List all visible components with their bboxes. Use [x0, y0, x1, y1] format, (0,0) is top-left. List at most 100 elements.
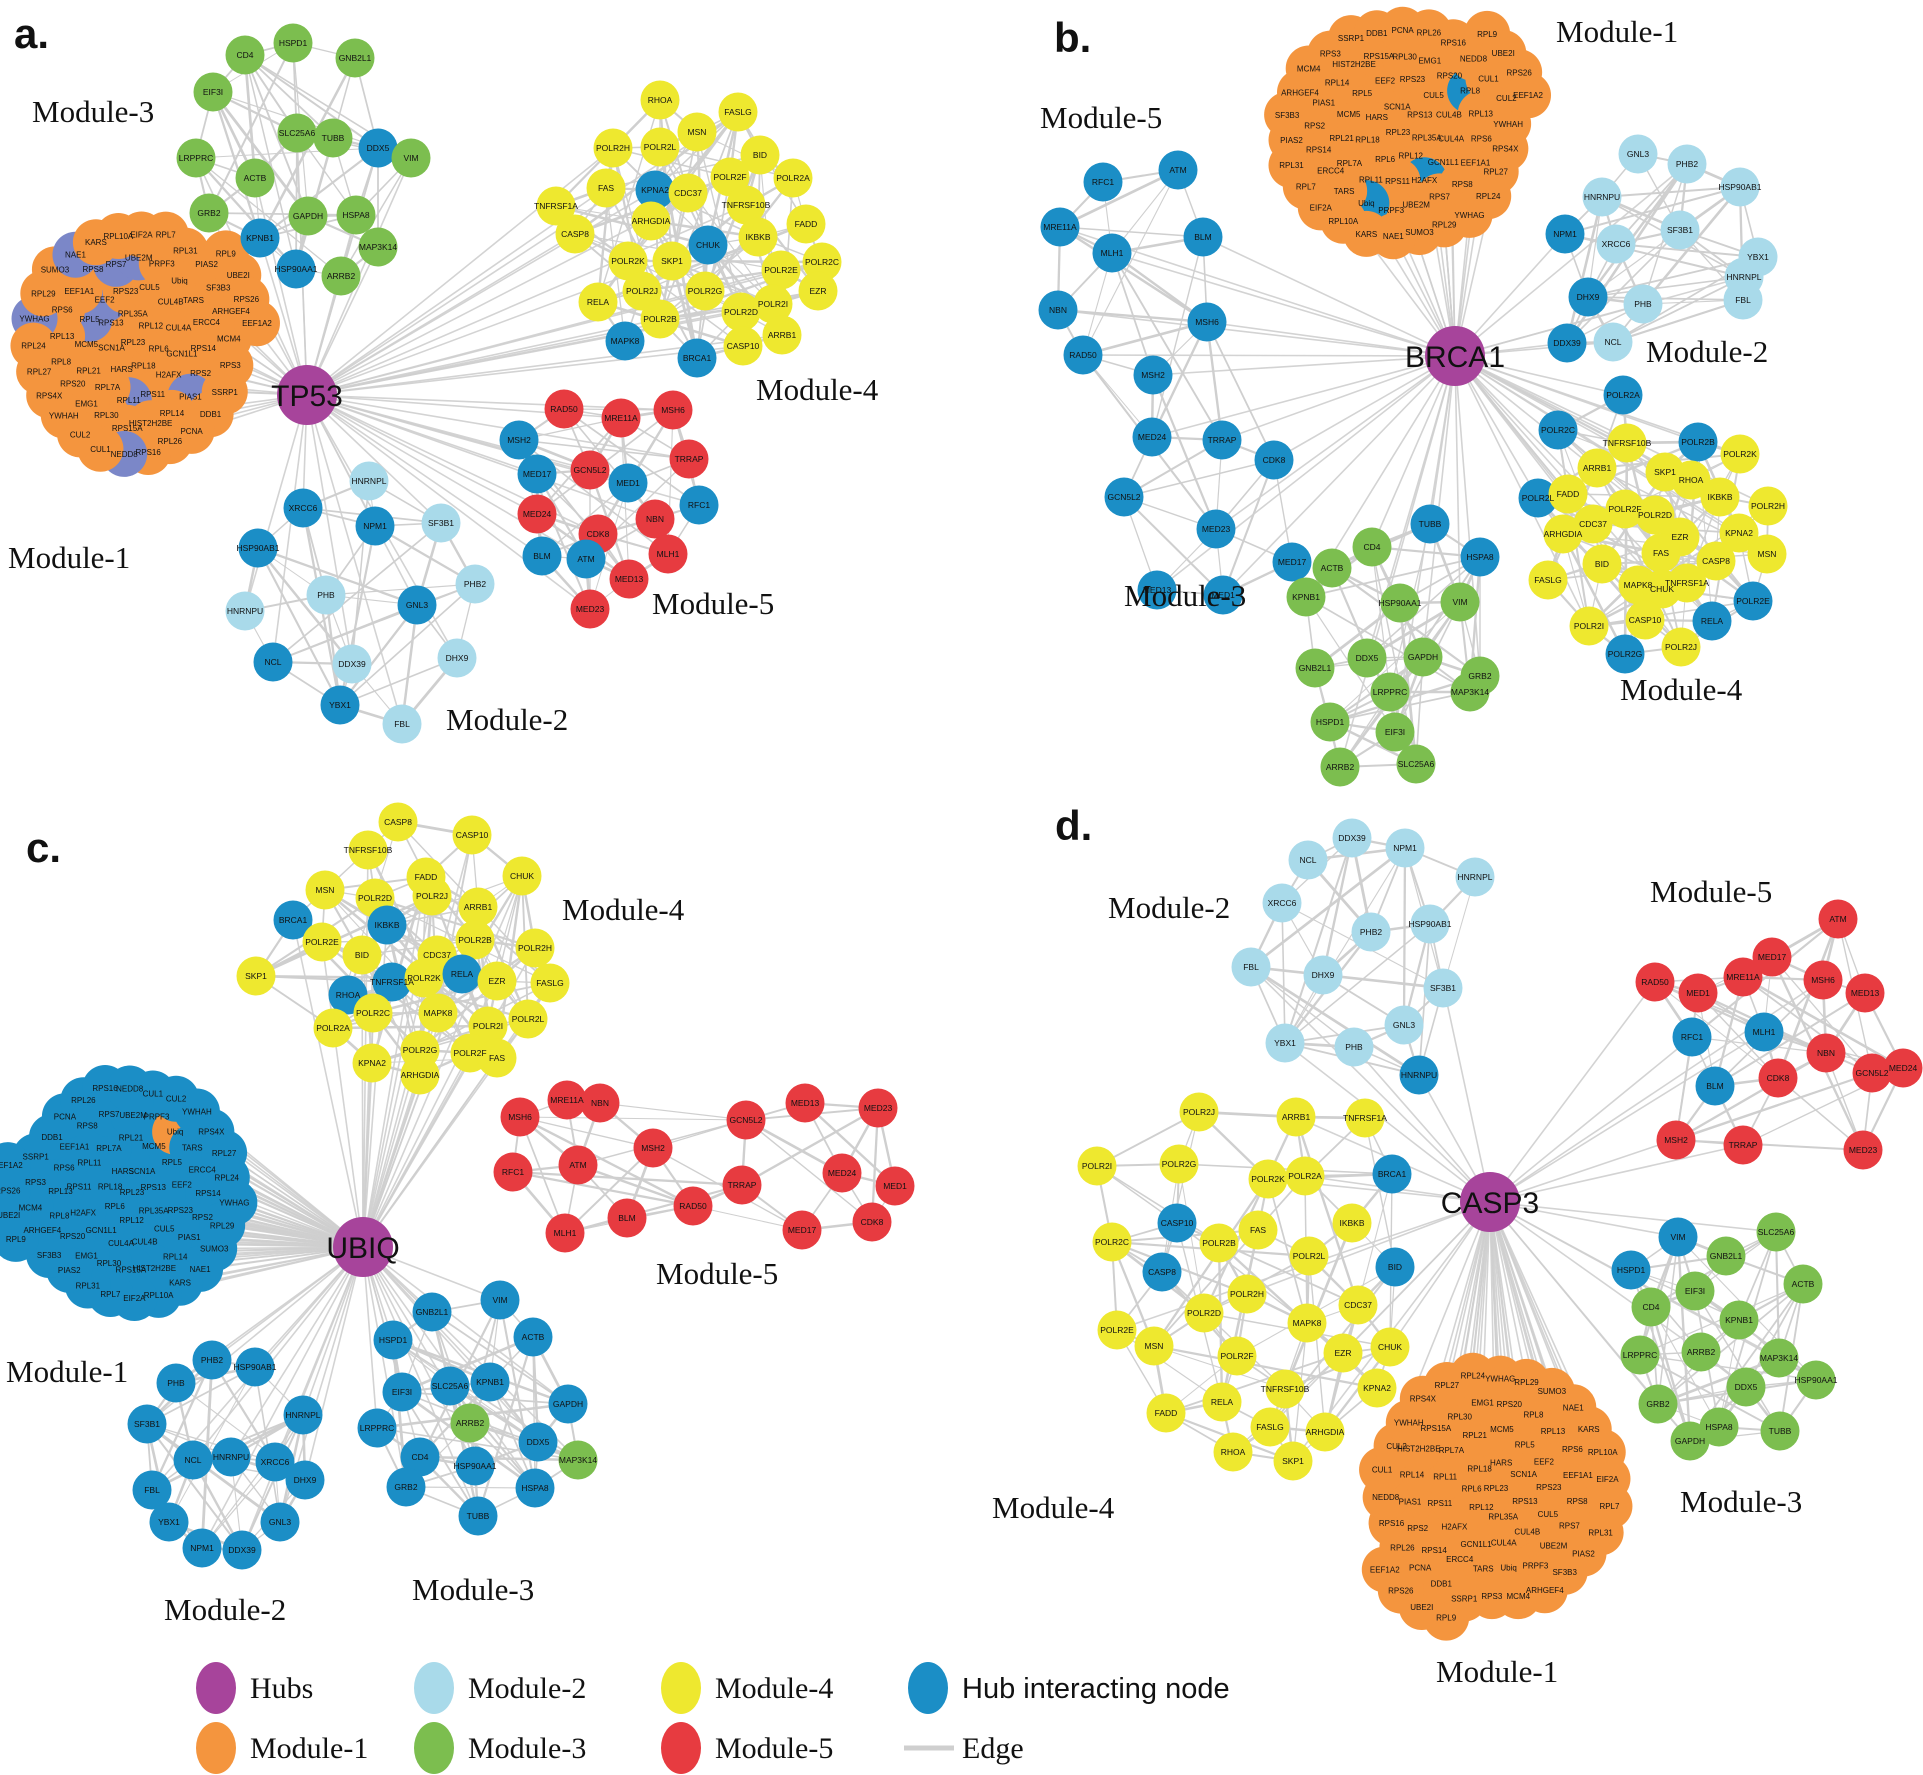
node-label: RPS13: [1512, 1497, 1538, 1506]
node-HSP90AB1: [1720, 167, 1760, 207]
node-label: NEDD8: [111, 450, 139, 459]
node-label: NEDD8: [1372, 1493, 1400, 1502]
node-label: MSN: [688, 127, 707, 137]
node-TUBB: [1410, 504, 1450, 544]
node-label: NPM1: [1393, 843, 1417, 853]
node-label: MSH6: [1811, 975, 1835, 985]
node-label: HSPD1: [1316, 717, 1345, 727]
node-label: FAS: [1250, 1225, 1266, 1235]
node-MRE11A: [1040, 207, 1080, 247]
module-label: Module-3: [412, 1572, 534, 1607]
node-label: RPL9: [1477, 30, 1498, 39]
node-FASLG: [530, 963, 570, 1003]
node-LRPPRC: [176, 138, 216, 178]
node-label: GCN5L2: [573, 465, 606, 475]
node-POLR2I: [1077, 1146, 1117, 1186]
node-label: EMG1: [75, 399, 98, 408]
node-label: PCNA: [180, 427, 203, 436]
node-label: CD4: [236, 50, 253, 60]
node-label: PHB2: [1360, 927, 1382, 937]
node-label: CUL4B: [132, 1238, 158, 1247]
node-label: FASLG: [1534, 575, 1561, 585]
legend-swatch-m5: [661, 1722, 701, 1774]
node-label: POLR2F: [713, 172, 746, 182]
node-label: RPS7: [99, 1110, 120, 1119]
node-label: TNFRSF10B: [344, 845, 393, 855]
panel-letter-c: c.: [26, 824, 61, 871]
node-label: YWHAG: [19, 315, 49, 324]
node-label: SSRP1: [1338, 34, 1365, 43]
node-label: YBX1: [329, 700, 351, 710]
node-GCN5L2: [1852, 1053, 1892, 1093]
node-label: RPS2: [1407, 1524, 1428, 1533]
node-MAPK8: [1287, 1303, 1327, 1343]
node-POLR2B: [1199, 1223, 1239, 1263]
node-label: TUBB: [1419, 519, 1442, 529]
node-label: CASP8: [1148, 1267, 1176, 1277]
node-label: CD4: [1363, 542, 1380, 552]
node-RAD50: [1063, 335, 1103, 375]
node-NCL: [173, 1440, 213, 1480]
node-POLR2K: [1720, 434, 1760, 474]
node-label: FBL: [1735, 295, 1751, 305]
node-label: EIF3I: [203, 87, 223, 97]
node-label: MRE11A: [1043, 222, 1077, 232]
node-label: CDC37: [1344, 1300, 1372, 1310]
node-label: POLR2E: [1100, 1325, 1134, 1335]
hub-label: BRCA1: [1405, 341, 1505, 374]
node-label: RPL7: [156, 231, 177, 240]
node-label: CHUK: [1378, 1342, 1402, 1352]
node-label: RPL7A: [1439, 1446, 1465, 1455]
node-label: UBE2M: [1402, 201, 1430, 210]
node-PHB2: [1667, 144, 1707, 184]
node-label: VIM: [1452, 597, 1467, 607]
node-TNFRSF1A: [1345, 1098, 1385, 1138]
node-POLR2L: [640, 127, 680, 167]
node-POLR2C: [1538, 410, 1578, 450]
node-label: YWHAG: [1485, 1375, 1515, 1384]
node-label: ATM: [569, 1160, 586, 1170]
module-label: Module-2: [1646, 334, 1768, 369]
node-label: EZR: [489, 976, 506, 986]
node-label: RPS6: [52, 305, 73, 314]
node-label: SCN1A: [129, 1167, 156, 1176]
node-label: TUBB: [467, 1511, 490, 1521]
node-BID: [1582, 544, 1622, 584]
node-label: RELA: [1211, 1397, 1234, 1407]
node-label: RPL10A: [1588, 1448, 1618, 1457]
node-label: YWHAH: [49, 411, 79, 420]
node-RHOA: [1213, 1432, 1253, 1472]
node-label: RPS7: [106, 260, 127, 269]
node-label: RPL24: [21, 342, 46, 351]
node-label: RPL18: [1355, 135, 1380, 144]
node-label: POLR2L: [512, 1014, 545, 1024]
node-SKP1: [652, 241, 692, 281]
node-label: GAPDH: [1408, 652, 1438, 662]
node-NCL: [253, 642, 293, 682]
node-label: KPNB1: [246, 233, 274, 243]
node-label: RPS11: [140, 390, 165, 399]
node-RFC1: [1672, 1017, 1712, 1057]
node-label: DDX39: [1553, 338, 1581, 348]
node-label: RELA: [451, 969, 474, 979]
node-label: ERCC4: [1446, 1555, 1474, 1564]
node-YBX1: [1265, 1023, 1305, 1063]
node-label: HIST2H2BE: [1332, 60, 1376, 69]
node-POLR2E: [1733, 581, 1773, 621]
node-POLR2C: [353, 993, 393, 1033]
node-LRPPRC: [1620, 1335, 1660, 1375]
node-label: HSPA8: [342, 210, 370, 220]
node-label: RPL24: [1461, 1372, 1486, 1381]
node-label: RPL7: [1296, 183, 1317, 192]
module-label: Module-5: [656, 1256, 778, 1291]
node-label: CDC37: [423, 950, 451, 960]
node-label: RAD50: [1069, 350, 1097, 360]
node-label: FADD: [1557, 489, 1580, 499]
hub-node-UBIQ: [333, 1217, 393, 1277]
hub-label: UBIQ: [326, 1232, 399, 1265]
node-label: PHB2: [464, 579, 486, 589]
node-POLR2K: [1248, 1159, 1288, 1199]
node-label: RPL14: [1400, 1471, 1425, 1480]
node-label: HNRNPL: [1458, 872, 1493, 882]
node-KPNB1: [240, 218, 280, 258]
